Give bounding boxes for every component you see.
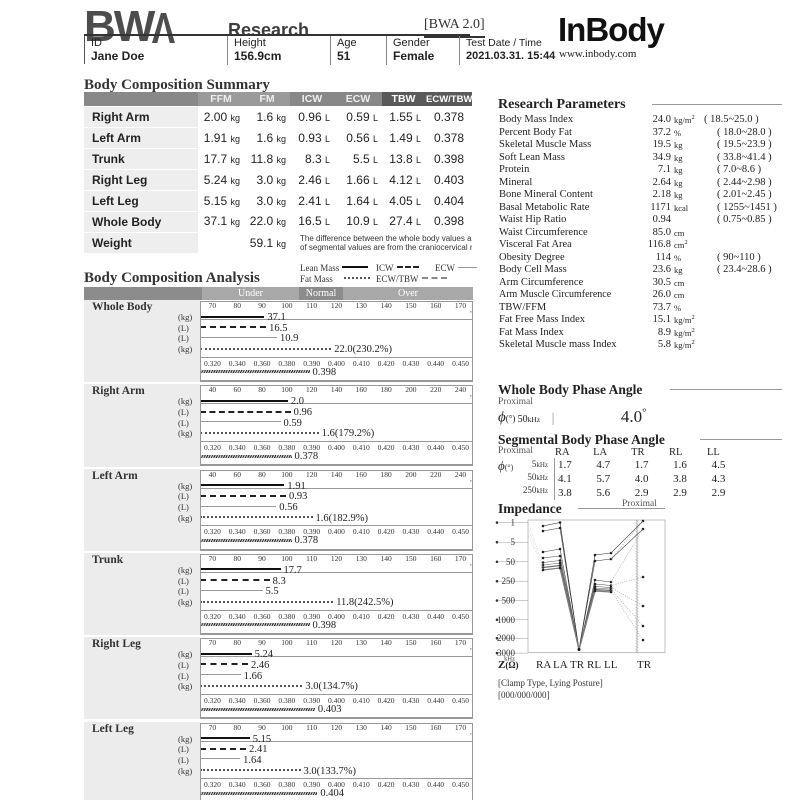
svg-text:50: 50 (506, 557, 516, 567)
svg-text:1: 1 (511, 518, 516, 528)
svg-text:1000: 1000 (497, 615, 516, 625)
svg-text:500: 500 (502, 596, 516, 606)
svg-text:5: 5 (511, 537, 516, 547)
svg-text:250: 250 (502, 576, 516, 586)
svg-text:2000: 2000 (497, 633, 516, 643)
svg-text:kHz: kHz (504, 656, 515, 663)
